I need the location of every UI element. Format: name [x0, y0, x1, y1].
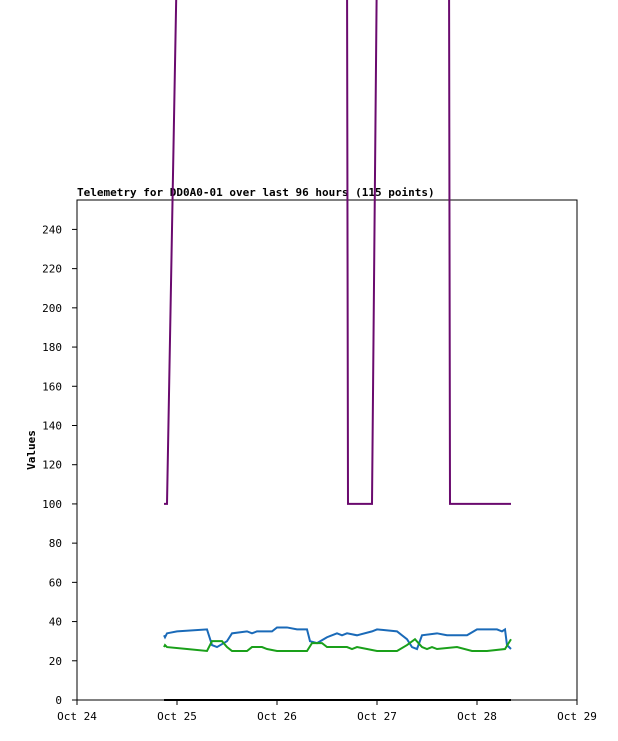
x-tick-label: Oct 24 [57, 710, 97, 723]
x-tick-label: Oct 25 [157, 710, 197, 723]
series-line [164, 0, 511, 505]
series-line [163, 626, 512, 651]
y-tick-label: 180 [42, 341, 62, 354]
y-tick-label: 80 [49, 537, 62, 550]
y-tick-label: 0 [55, 694, 62, 707]
x-tick-label: Oct 27 [357, 710, 397, 723]
y-tick-label: 220 [42, 263, 62, 276]
y-tick-label: 200 [42, 302, 62, 315]
y-tick-label: 160 [42, 380, 62, 393]
y-tick-label: 40 [49, 616, 62, 629]
y-tick-label: 140 [42, 419, 62, 432]
y-axis-label: Values [25, 430, 38, 470]
y-tick-label: 20 [49, 655, 62, 668]
x-tick-label: Oct 26 [257, 710, 297, 723]
y-tick-label: 240 [42, 223, 62, 236]
y-tick-label: 120 [42, 459, 62, 472]
x-tick-label: Oct 29 [557, 710, 597, 723]
y-tick-label: 100 [42, 498, 62, 511]
plot-frame [76, 199, 578, 701]
series-line [163, 637, 512, 653]
x-tick-label: Oct 28 [457, 710, 497, 723]
y-tick-label: 60 [49, 576, 62, 589]
chart-title: Telemetry for DD0A0-01 over last 96 hour… [77, 186, 435, 199]
